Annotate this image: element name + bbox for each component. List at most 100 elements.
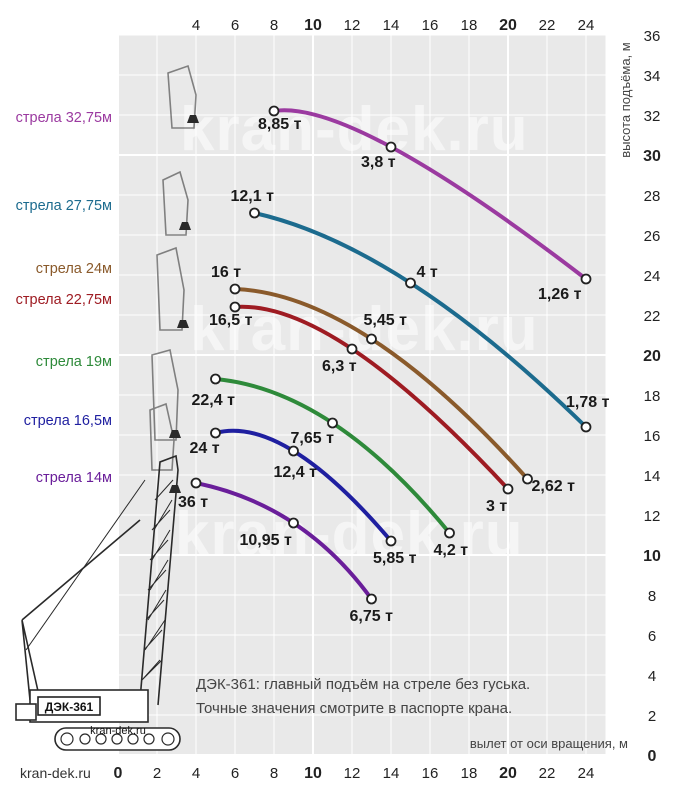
load-point <box>405 277 416 289</box>
crane-plate <box>37 696 101 716</box>
y-tick: 10 <box>643 548 661 565</box>
load-point <box>288 445 299 457</box>
boom-label-7: стрела 14м <box>36 470 112 486</box>
y-axis-title: высота подъёма, м <box>618 42 633 158</box>
site-label: kran-dek.ru <box>20 765 91 781</box>
y-tick: 32 <box>644 108 661 125</box>
load-point <box>288 517 299 529</box>
load-point <box>366 333 377 345</box>
x-tick-top: 16 <box>422 17 439 34</box>
x-tick-top: 20 <box>499 17 517 34</box>
mast <box>21 519 141 701</box>
point-label: 5,85 т <box>373 550 417 567</box>
y-tick: 0 <box>648 748 657 765</box>
point-label: 5,45 т <box>364 312 408 329</box>
y-tick: 30 <box>643 148 661 165</box>
x-axis-title: вылет от оси вращения, м <box>470 736 628 751</box>
load-point <box>522 473 533 485</box>
ghost-hooks <box>169 115 199 493</box>
point-label: 1,26 т <box>538 286 582 303</box>
x-tick-bottom: 22 <box>539 765 556 782</box>
x-tick-bottom: 12 <box>344 765 361 782</box>
x-tick-bottom: 10 <box>304 765 322 782</box>
x-tick-top: 8 <box>270 17 278 34</box>
x-tick-top: 12 <box>344 17 361 34</box>
point-label: 6,75 т <box>350 608 394 625</box>
load-point <box>346 343 358 355</box>
counterweight <box>15 703 37 721</box>
point-label: 4,2 т <box>434 542 469 559</box>
boom-labels: стрела 32,75м стрела 27,75м стрела 24м стре… <box>16 110 112 486</box>
point-label: 12,4 т <box>274 464 318 481</box>
point-label: 4 т <box>417 264 438 281</box>
pendant <box>25 479 146 651</box>
note-line-1: ДЭК-361: главный подъём на стреле без гу… <box>196 676 530 693</box>
point-label: 8,85 т <box>258 116 302 133</box>
y-tick: 34 <box>644 68 661 85</box>
x-tick-top: 22 <box>539 17 556 34</box>
crane-plate-text: ДЭК-361 <box>45 700 94 714</box>
point-label: 3 т <box>486 498 507 515</box>
x-tick-top: 10 <box>304 17 322 34</box>
boom-label-3: стрела 24м <box>36 261 112 277</box>
y-tick: 8 <box>648 588 656 605</box>
x-tick-bottom: 20 <box>499 765 517 782</box>
boom-label-6: стрела 16,5м <box>24 413 112 429</box>
main-boom <box>139 454 179 706</box>
x-tick-top: 18 <box>461 17 478 34</box>
point-label: 22,4 т <box>192 392 236 409</box>
boom-label-4: стрела 22,75м <box>16 292 112 308</box>
y-tick: 6 <box>648 628 656 645</box>
point-label: 16 т <box>211 264 241 281</box>
load-point <box>580 421 592 433</box>
load-point <box>366 593 377 605</box>
x-tick-bottom: 16 <box>422 765 439 782</box>
load-points <box>190 105 592 605</box>
point-label: 3,8 т <box>361 154 396 171</box>
grid <box>117 34 606 756</box>
x-tick-bottom: 4 <box>192 765 200 782</box>
y-tick: 22 <box>644 308 661 325</box>
x-tick-bottom: 6 <box>231 765 239 782</box>
load-point <box>210 373 221 385</box>
x-tick-top: 14 <box>383 17 400 34</box>
y-tick: 24 <box>644 268 661 285</box>
load-point <box>229 301 241 313</box>
x-tick-bottom: 0 <box>114 765 123 782</box>
load-point <box>268 105 280 117</box>
x-tick-bottom: 18 <box>461 765 478 782</box>
x-tick-bottom: 8 <box>270 765 278 782</box>
point-label: 2,62 т <box>532 478 576 495</box>
load-point <box>190 477 202 489</box>
track-wheels <box>60 732 175 746</box>
y-tick: 4 <box>648 668 656 685</box>
boom-lattice <box>141 479 174 681</box>
boom-label-1: стрела 32,75м <box>16 110 112 126</box>
watermark-text: kran-dek.ru <box>175 500 524 569</box>
load-point <box>385 141 397 153</box>
point-label: 12,1 т <box>231 188 275 205</box>
crane-silhouette <box>15 64 199 751</box>
point-label: 6,3 т <box>322 358 357 375</box>
note-line-2: Точные значения смотрите в паспорте кран… <box>196 700 512 717</box>
y-tick: 20 <box>643 348 661 365</box>
point-label: 24 т <box>190 440 220 457</box>
point-label: 1,78 т <box>566 394 610 411</box>
x-tick-bottom: 14 <box>383 765 400 782</box>
y-tick: 26 <box>644 228 661 245</box>
crane-site-text: kran-dek.ru <box>90 725 146 737</box>
point-label: 16,5 т <box>209 312 253 329</box>
load-point <box>210 427 221 439</box>
x-tick-top: 24 <box>578 17 595 34</box>
boom-label-2: стрела 27,75м <box>16 198 112 214</box>
load-point <box>249 207 260 219</box>
load-point <box>385 535 397 547</box>
ghost-boom-heads <box>149 64 197 471</box>
y-tick: 14 <box>644 468 661 485</box>
point-label: 7,65 т <box>291 430 335 447</box>
load-point <box>444 527 455 539</box>
point-label: 36 т <box>178 494 208 511</box>
load-point <box>327 417 338 429</box>
